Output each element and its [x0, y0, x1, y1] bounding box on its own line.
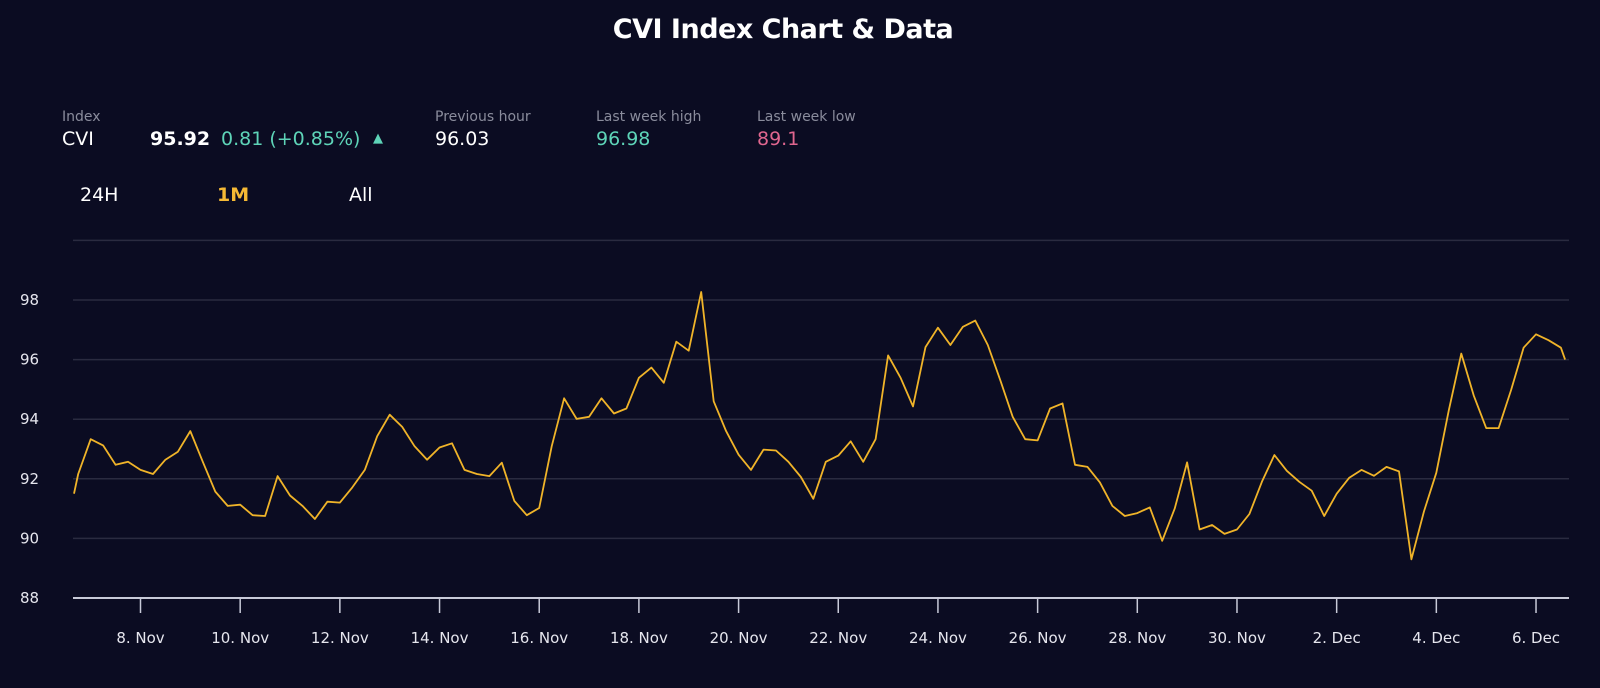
x-tick-label: 20. Nov	[710, 629, 768, 647]
index-name: CVI	[62, 128, 94, 150]
x-tick-label: 8. Nov	[116, 629, 164, 647]
x-tick-label: 26. Nov	[1009, 629, 1067, 647]
week-high-label: Last week high	[596, 109, 702, 125]
week-low-label: Last week low	[757, 109, 856, 125]
y-tick-label: 90	[20, 529, 39, 547]
index-value: 95.92	[150, 128, 211, 150]
previous-hour-label: Previous hour	[435, 109, 531, 125]
week-high-value: 96.98	[596, 128, 651, 150]
x-tick-label: 12. Nov	[311, 629, 369, 647]
tab-24h[interactable]: 24H	[80, 184, 119, 206]
tab-all[interactable]: All	[349, 184, 373, 206]
x-tick-label: 14. Nov	[411, 629, 469, 647]
previous-hour-value: 96.03	[435, 128, 490, 150]
x-tick-label: 24. Nov	[909, 629, 967, 647]
x-tick-label: 18. Nov	[610, 629, 668, 647]
x-tick-label: 16. Nov	[510, 629, 568, 647]
y-tick-label: 96	[20, 351, 39, 369]
page-title: CVI Index Chart & Data	[612, 14, 954, 45]
x-tick-label: 10. Nov	[211, 629, 269, 647]
x-tick-label: 22. Nov	[809, 629, 867, 647]
y-tick-label: 92	[20, 470, 39, 488]
triangle-up-icon: ▲	[373, 131, 383, 146]
x-tick-label: 4. Dec	[1412, 629, 1460, 647]
x-tick-label: 6. Dec	[1512, 629, 1560, 647]
x-tick-label: 2. Dec	[1313, 629, 1361, 647]
tab-1m[interactable]: 1M	[217, 184, 250, 206]
cvi-series-line	[73, 291, 1566, 561]
week-low-value: 89.1	[757, 128, 800, 150]
index-change: 0.81 (+0.85%)	[221, 128, 361, 150]
y-tick-label: 88	[20, 589, 39, 607]
index-label: Index	[62, 109, 101, 125]
y-tick-label: 94	[20, 410, 39, 428]
x-tick-label: 30. Nov	[1208, 629, 1266, 647]
x-tick-label: 28. Nov	[1108, 629, 1166, 647]
y-tick-label: 98	[20, 291, 39, 309]
